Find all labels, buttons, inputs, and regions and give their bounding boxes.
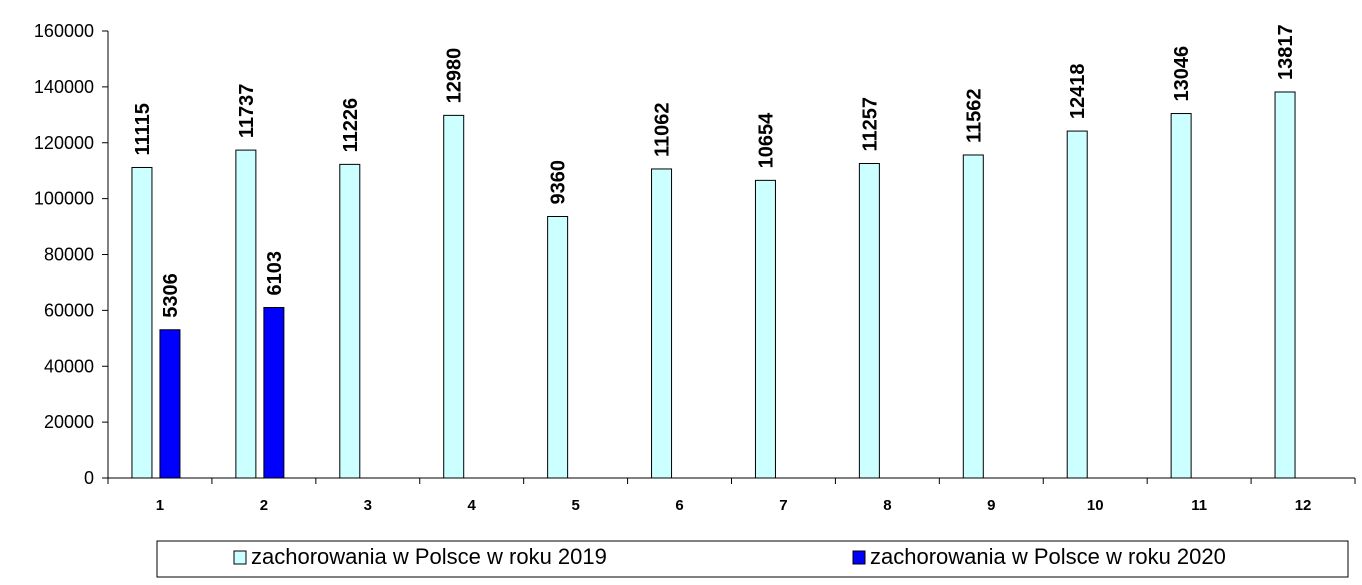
bar-2020-1 — [159, 329, 181, 479]
x-tick-label: 4 — [468, 497, 477, 514]
legend-label-2020: zachorowania w Polsce w roku 2020 — [870, 544, 1226, 569]
x-tick-label: 11 — [1191, 497, 1207, 514]
y-tick-label: 100000 — [34, 189, 94, 209]
legend-label-2019: zachorowania w Polsce w roku 2019 — [251, 544, 607, 569]
legend-swatch-2020 — [852, 550, 866, 565]
data-label-2020-1: 5306 — [160, 273, 182, 318]
x-tick-label: 9 — [987, 497, 995, 514]
x-tick-label: 2 — [260, 497, 268, 514]
bar-2019-3 — [339, 163, 361, 479]
bar-2020-2 — [263, 306, 285, 479]
y-axis-ticks: 0 20000 40000 60000 80000 100000 120000 140000 1… — [34, 21, 108, 488]
data-label-2019-11: 13046 — [1171, 46, 1193, 102]
x-tick-label: 6 — [675, 497, 683, 514]
bar-2019-4 — [443, 114, 465, 479]
data-label-2019-5: 9360 — [548, 160, 570, 205]
bar-2019-7 — [754, 179, 776, 479]
legend-swatch-2019 — [233, 550, 247, 565]
bar-2019-5 — [547, 216, 569, 479]
data-label-2019-2: 11737 — [236, 84, 258, 139]
y-tick-label: 40000 — [44, 356, 94, 376]
x-tick-label: 12 — [1295, 497, 1312, 514]
y-tick-label: 120000 — [34, 133, 94, 153]
data-label-2019-9: 11562 — [963, 88, 985, 143]
x-tick-label: 3 — [364, 497, 372, 514]
y-tick-label: 60000 — [44, 300, 94, 320]
bar-2019-2 — [235, 149, 257, 479]
x-tick-label: 7 — [779, 497, 787, 514]
data-label-2019-3: 11226 — [340, 98, 362, 153]
y-tick-label: 160000 — [34, 21, 94, 41]
y-tick-label: 140000 — [34, 77, 94, 97]
data-label-2019-8: 11257 — [859, 97, 881, 152]
bar-2019-12 — [1274, 91, 1296, 479]
bar-2019-11 — [1170, 113, 1192, 479]
x-tick-label: 8 — [883, 497, 891, 514]
legend-frame — [156, 540, 1349, 578]
bar-2019-10 — [1066, 130, 1088, 479]
bars — [131, 91, 1296, 479]
x-axis-ticks: 1 2 3 4 5 6 7 8 9 10 11 12 — [107, 478, 1356, 514]
data-label-2020-2: 6103 — [264, 251, 286, 296]
data-label-2019-4: 12980 — [444, 48, 466, 104]
x-tick-label: 5 — [571, 497, 579, 514]
data-label-2019-12: 13817 — [1275, 24, 1297, 80]
bar-2019-9 — [962, 154, 984, 479]
data-label-2019-6: 11062 — [652, 102, 674, 157]
bar-2019-8 — [858, 163, 880, 479]
x-tick-label: 10 — [1087, 497, 1104, 514]
legend: zachorowania w Polsce w roku 2019 zachor… — [156, 540, 1349, 578]
data-labels: 11115 11737 11226 12980 9360 11062 10654 11257 1… — [132, 24, 1297, 317]
y-tick-label: 80000 — [44, 245, 94, 265]
bar-2019-1 — [131, 166, 153, 479]
y-tick-label: 0 — [84, 468, 94, 488]
bar-2019-6 — [651, 168, 673, 479]
y-tick-label: 20000 — [44, 412, 94, 432]
data-label-2019-7: 10654 — [755, 112, 777, 168]
data-label-2019-1: 11115 — [132, 103, 154, 155]
x-tick-label: 1 — [156, 497, 164, 514]
data-label-2019-10: 12418 — [1067, 63, 1089, 119]
